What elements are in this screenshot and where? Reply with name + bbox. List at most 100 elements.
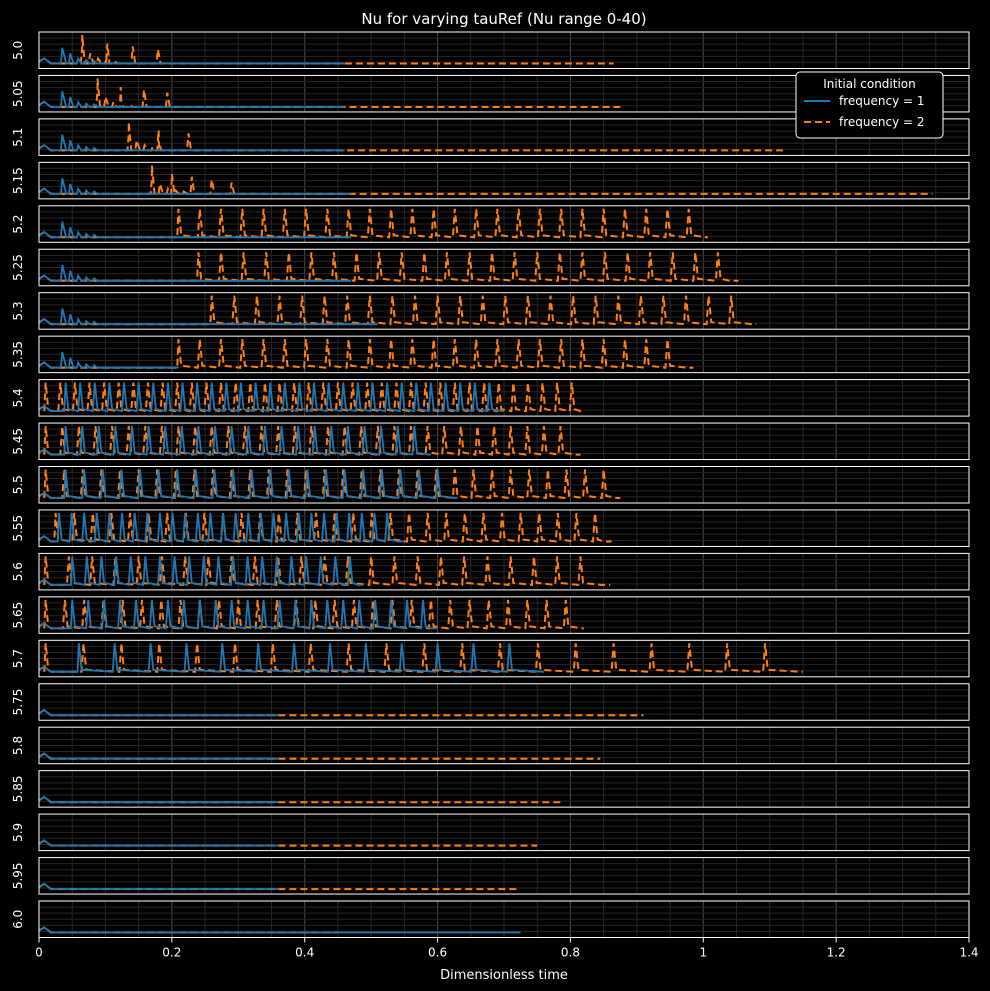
panel-label-tau: 5.4 — [11, 388, 25, 407]
series-frequency-1 — [38, 382, 504, 413]
series-frequency-1 — [38, 839, 279, 847]
panel-5.95: 5.95 — [11, 857, 970, 895]
panel-5.35: 5.35 — [11, 335, 970, 374]
panel-frame — [38, 726, 970, 765]
series-frequency-1 — [38, 47, 345, 65]
panel-5.65: 5.65 — [11, 596, 970, 634]
panel-5.0: 5.0 — [11, 31, 970, 69]
series-frequency-2 — [38, 643, 803, 673]
series-frequency-1 — [38, 752, 279, 760]
series-frequency-2 — [38, 208, 708, 239]
panel-frame — [38, 118, 970, 156]
panel-label-tau: 5.5 — [11, 475, 25, 494]
series-frequency-2 — [38, 165, 933, 195]
series-frequency-2 — [38, 252, 739, 282]
panel-frame — [38, 770, 970, 808]
x-tick-label: 0.8 — [561, 946, 580, 960]
panel-5.2: 5.2 — [11, 205, 970, 243]
x-tick-label: 0.6 — [428, 946, 447, 960]
series-frequency-2 — [38, 339, 694, 369]
series-frequency-1 — [38, 91, 345, 108]
series-frequency-2 — [38, 295, 757, 326]
panel-frame — [38, 335, 970, 374]
series-frequency-2 — [38, 425, 581, 456]
series-frequency-1 — [38, 469, 458, 500]
series-frequency-2 — [38, 382, 585, 413]
panel-frame — [38, 857, 970, 895]
panel-label-tau: 5.95 — [11, 862, 25, 889]
legend-box — [795, 71, 944, 139]
panel-label-tau: 5.35 — [11, 341, 25, 368]
panel-frame — [38, 683, 970, 721]
panel-5.8: 5.8 — [11, 726, 970, 765]
panel-5.85: 5.85 — [11, 770, 970, 808]
panel-5.9: 5.9 — [11, 813, 970, 852]
series-frequency-1 — [38, 221, 352, 239]
legend-title: Initial condition — [823, 77, 916, 91]
panel-label-tau: 5.65 — [11, 602, 25, 629]
panel-label-tau: 5.25 — [11, 254, 25, 281]
x-axis-label: Dimensionless time — [440, 968, 568, 983]
panel-label-tau: 5.05 — [11, 80, 25, 107]
x-tick-label: 0 — [35, 946, 43, 960]
panel-5.15: 5.15 — [11, 161, 970, 200]
series-frequency-1 — [38, 556, 363, 586]
panel-frame — [38, 509, 970, 547]
series-frequency-1 — [38, 643, 544, 673]
panel-5.5: 5.5 — [11, 466, 970, 504]
panel-5.3: 5.3 — [11, 292, 970, 330]
series-frequency-1 — [38, 599, 437, 630]
series-frequency-1 — [38, 795, 279, 804]
series-frequency-2 — [38, 556, 611, 587]
panel-frame — [38, 552, 970, 591]
panel-label-tau: 5.0 — [11, 41, 25, 60]
series-frequency-1 — [38, 512, 405, 543]
panel-frame — [38, 466, 970, 504]
legend-entry-2: frequency = 2 — [839, 115, 925, 129]
legend-entry-1: frequency = 1 — [839, 94, 925, 108]
panel-frame — [38, 639, 970, 678]
panel-label-tau: 5.9 — [11, 823, 25, 842]
panel-label-tau: 5.55 — [11, 515, 25, 542]
panel-frame — [38, 205, 970, 243]
panel-frame — [38, 31, 970, 69]
panel-5.45: 5.45 — [11, 422, 970, 461]
legend: Initial condition frequency = 1 frequency … — [795, 71, 944, 139]
series-frequency-1 — [38, 177, 352, 195]
panel-6.0: 6.0 — [11, 900, 970, 938]
panel-frame — [38, 248, 970, 287]
x-tick-label: 1.2 — [827, 946, 846, 960]
series-frequency-1 — [38, 709, 279, 717]
panel-label-tau: 5.8 — [11, 736, 25, 755]
panel-5.55: 5.55 — [11, 509, 970, 547]
panel-frame — [38, 813, 970, 852]
x-tick-label: 0.2 — [162, 946, 181, 960]
panel-label-tau: 5.15 — [11, 167, 25, 194]
panel-5.6: 5.6 — [11, 552, 970, 591]
series-frequency-1 — [38, 264, 352, 282]
panel-5.1: 5.1 — [11, 118, 970, 156]
panel-label-tau: 5.75 — [11, 689, 25, 716]
panel-label-tau: 5.2 — [11, 215, 25, 234]
series-frequency-1 — [38, 882, 279, 890]
x-tick-label: 1.4 — [959, 946, 978, 960]
panel-frame — [38, 379, 970, 417]
panel-frame — [38, 596, 970, 634]
series-frequency-2 — [38, 34, 614, 65]
series-frequency-1 — [38, 308, 378, 326]
panel-5.4: 5.4 — [11, 379, 970, 417]
series-frequency-2 — [38, 512, 612, 543]
panel-label-tau: 5.1 — [11, 128, 25, 147]
panel-label-tau: 6.0 — [11, 910, 25, 929]
panel-label-tau: 5.85 — [11, 776, 25, 803]
x-tick-label: 0.4 — [295, 946, 314, 960]
panel-frame — [38, 422, 970, 461]
series-frequency-1 — [38, 426, 431, 456]
chart-title: Nu for varying tauRef (Nu range 0-40) — [361, 10, 646, 28]
panel-frame — [38, 900, 970, 938]
panel-label-tau: 5.7 — [11, 649, 25, 668]
panel-label-tau: 5.6 — [11, 562, 25, 581]
panel-label-tau: 5.3 — [11, 301, 25, 320]
panel-5.7: 5.7 — [11, 639, 970, 678]
